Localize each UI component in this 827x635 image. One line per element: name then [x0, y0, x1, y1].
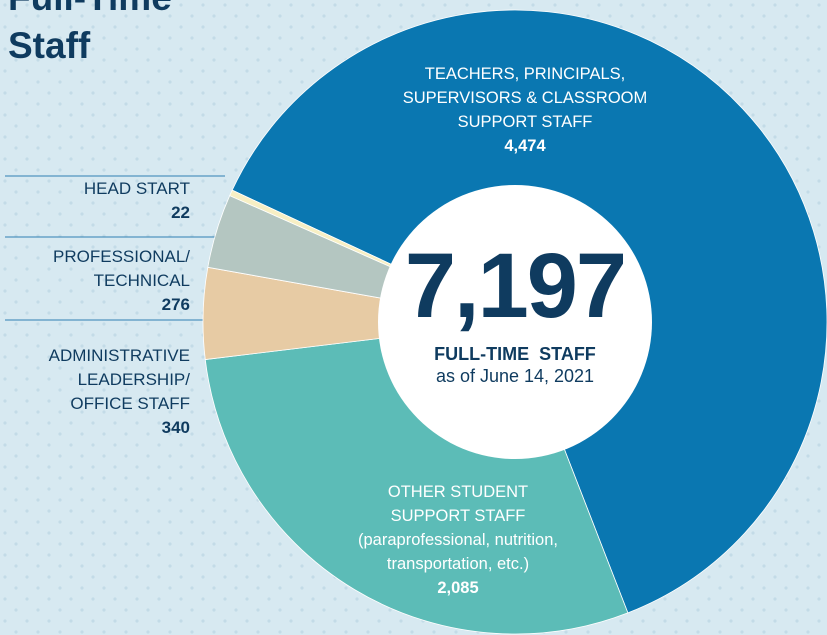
center-caption: FULL-TIME STAFF [434, 344, 596, 364]
value-label: 340 [161, 418, 190, 437]
category-label: ADMINISTRATIVE LEADERSHIP/ OFFICE STAFF [48, 346, 190, 413]
slice-label: ADMINISTRATIVE LEADERSHIP/ OFFICE STAFF 3… [0, 344, 190, 440]
title: Full-Time [8, 0, 172, 18]
value-label: 4,474 [504, 137, 546, 155]
center-total: 7,197 [404, 235, 627, 337]
value-label: 2,085 [437, 579, 479, 597]
donut-hole [378, 185, 652, 459]
slice-label: PROFESSIONAL/ TECHNICAL 276 [0, 245, 190, 317]
title: Staff [8, 25, 91, 66]
slice-label: HEAD START 22 [0, 177, 190, 225]
category-label: HEAD START [83, 179, 190, 198]
slice-label: OTHER STUDENT SUPPORT STAFF (paraprofess… [308, 480, 608, 600]
value-label: 22 [171, 203, 190, 222]
category-label: TEACHERS, PRINCIPALS, SUPERVISORS & CLAS… [402, 65, 648, 131]
slice-label: TEACHERS, PRINCIPALS, SUPERVISORS & CLAS… [375, 62, 675, 158]
category-label: PROFESSIONAL/ TECHNICAL [53, 247, 190, 290]
category-label: OTHER STUDENT SUPPORT STAFF (paraprofess… [358, 483, 558, 573]
value-label: 276 [161, 295, 190, 314]
center-date: as of June 14, 2021 [435, 366, 595, 386]
